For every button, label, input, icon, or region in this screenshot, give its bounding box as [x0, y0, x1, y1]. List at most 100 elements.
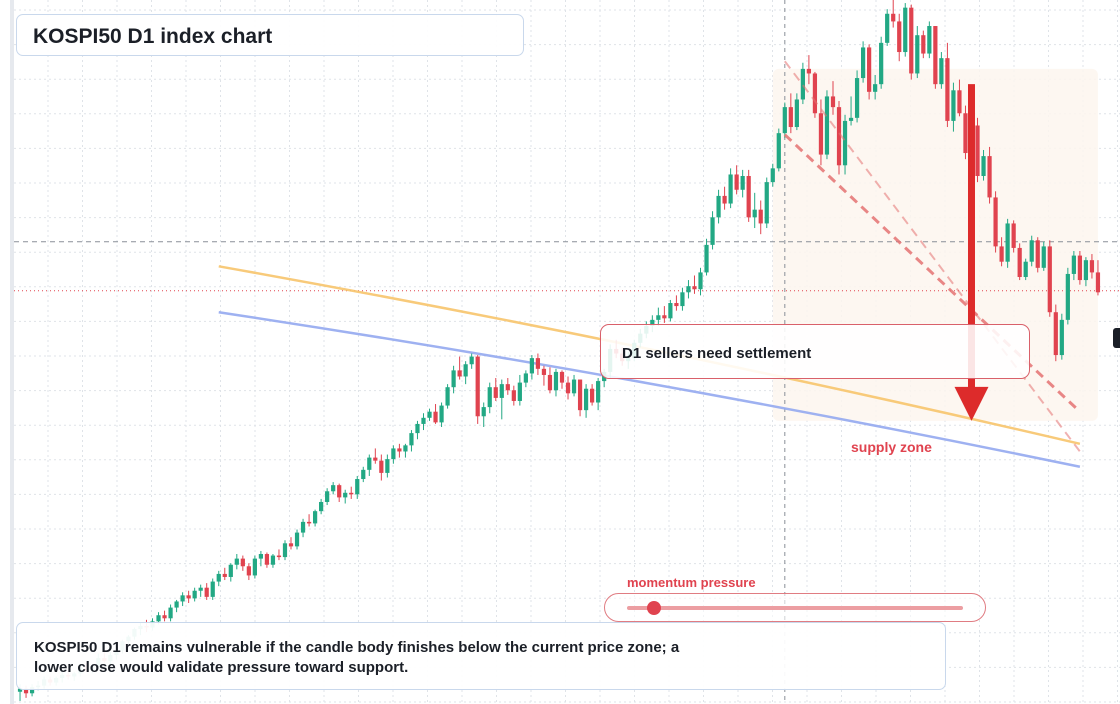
- candle-body: [198, 587, 203, 591]
- candle-body: [300, 521, 306, 533]
- momentum-knob[interactable]: [646, 601, 661, 615]
- candle-body: [728, 174, 733, 204]
- candle-body: [782, 107, 787, 134]
- candle-body: [680, 292, 685, 307]
- candle-body: [535, 358, 541, 369]
- candle-body: [1059, 319, 1064, 356]
- candle-body: [541, 368, 547, 375]
- candle-body: [1035, 240, 1040, 268]
- candle-body: [385, 459, 390, 473]
- candle-body: [463, 364, 468, 377]
- candle-body: [692, 286, 697, 290]
- candle-body: [975, 125, 980, 176]
- candle-body: [228, 564, 233, 577]
- candle-body: [836, 107, 842, 166]
- candle-body: [909, 7, 914, 74]
- candle-body: [343, 492, 348, 498]
- channel-lines: [783, 60, 1081, 453]
- candle-body: [583, 388, 589, 411]
- candle-body: [276, 555, 282, 558]
- candle-body: [349, 492, 354, 495]
- candle-body: [505, 384, 510, 391]
- candle-body: [915, 35, 920, 74]
- candle-body: [674, 303, 679, 307]
- price-axis-marker: [1113, 328, 1120, 348]
- candle-body: [252, 558, 257, 576]
- candle-body: [860, 47, 866, 79]
- candle-body: [758, 209, 763, 224]
- candle-body: [192, 590, 197, 599]
- candle-body: [1047, 246, 1052, 313]
- candle-body: [1083, 260, 1089, 281]
- supply-zone-label: supply zone: [851, 439, 932, 455]
- candle-body: [373, 457, 378, 461]
- candle-body: [590, 388, 595, 403]
- candle-body: [1089, 260, 1095, 273]
- candle-body: [812, 73, 818, 114]
- candle-body: [993, 197, 998, 247]
- candle-body: [818, 113, 824, 155]
- candle-body: [939, 58, 944, 85]
- candle-body: [367, 457, 372, 470]
- candle-body: [523, 373, 528, 383]
- candle-body: [493, 387, 498, 398]
- candle-body: [409, 433, 414, 446]
- candle-body: [337, 485, 342, 498]
- candle-body: [156, 615, 161, 622]
- candle-body: [788, 107, 793, 128]
- candle-body: [740, 176, 745, 190]
- candle-body: [210, 581, 215, 597]
- momentum-label: momentum pressure: [627, 575, 756, 590]
- candle-body: [216, 573, 221, 582]
- channel-line: [784, 60, 1081, 453]
- candle-body: [1077, 255, 1082, 281]
- momentum-slider[interactable]: [604, 593, 986, 622]
- arrow-head: [954, 386, 989, 421]
- candle-body: [1005, 223, 1010, 262]
- candle-body: [204, 587, 209, 597]
- candle-body: [331, 485, 336, 492]
- candle-body: [565, 382, 571, 394]
- candle-body: [475, 356, 480, 417]
- candle-body: [891, 13, 896, 22]
- candle-body: [306, 521, 312, 524]
- candle-body: [867, 47, 872, 92]
- candle-body: [312, 511, 318, 524]
- candle-body: [752, 209, 757, 218]
- chart-title: KOSPI50 D1 index chart: [33, 25, 273, 48]
- candle-body: [1011, 223, 1016, 248]
- candle-body: [487, 387, 492, 408]
- candle-body: [800, 68, 805, 100]
- candle-body: [1029, 240, 1034, 262]
- candle-body: [439, 405, 444, 423]
- candle-body: [1041, 246, 1046, 268]
- candle-body: [361, 469, 366, 480]
- candle-body: [427, 411, 432, 418]
- candle-body: [325, 491, 330, 502]
- candle-body: [722, 195, 727, 204]
- candle-body: [222, 573, 227, 577]
- candle-body: [1053, 312, 1058, 356]
- momentum-rail: [627, 606, 963, 610]
- candle-body: [234, 558, 239, 565]
- candle-body: [806, 68, 812, 74]
- candle-body: [186, 595, 191, 599]
- callout-text: D1 sellers need settlement: [622, 345, 812, 362]
- candle-body: [710, 217, 715, 245]
- candle-body: [686, 286, 691, 293]
- candle-body: [433, 411, 438, 423]
- candle-body: [704, 244, 709, 273]
- candle-body: [29, 687, 35, 694]
- candle-body: [903, 7, 908, 53]
- candle-body: [559, 371, 565, 383]
- candle-body: [963, 113, 968, 154]
- candle-body: [957, 90, 962, 114]
- candle-body: [577, 379, 583, 411]
- candle-body: [1095, 272, 1101, 293]
- candle-body: [174, 601, 179, 608]
- analysis-note-text: KOSPI50 D1 remains vulnerable if the can…: [34, 639, 680, 676]
- candle-body: [1017, 247, 1022, 278]
- candle-body: [650, 319, 655, 326]
- candle-body: [294, 532, 300, 547]
- candle-body: [517, 382, 522, 401]
